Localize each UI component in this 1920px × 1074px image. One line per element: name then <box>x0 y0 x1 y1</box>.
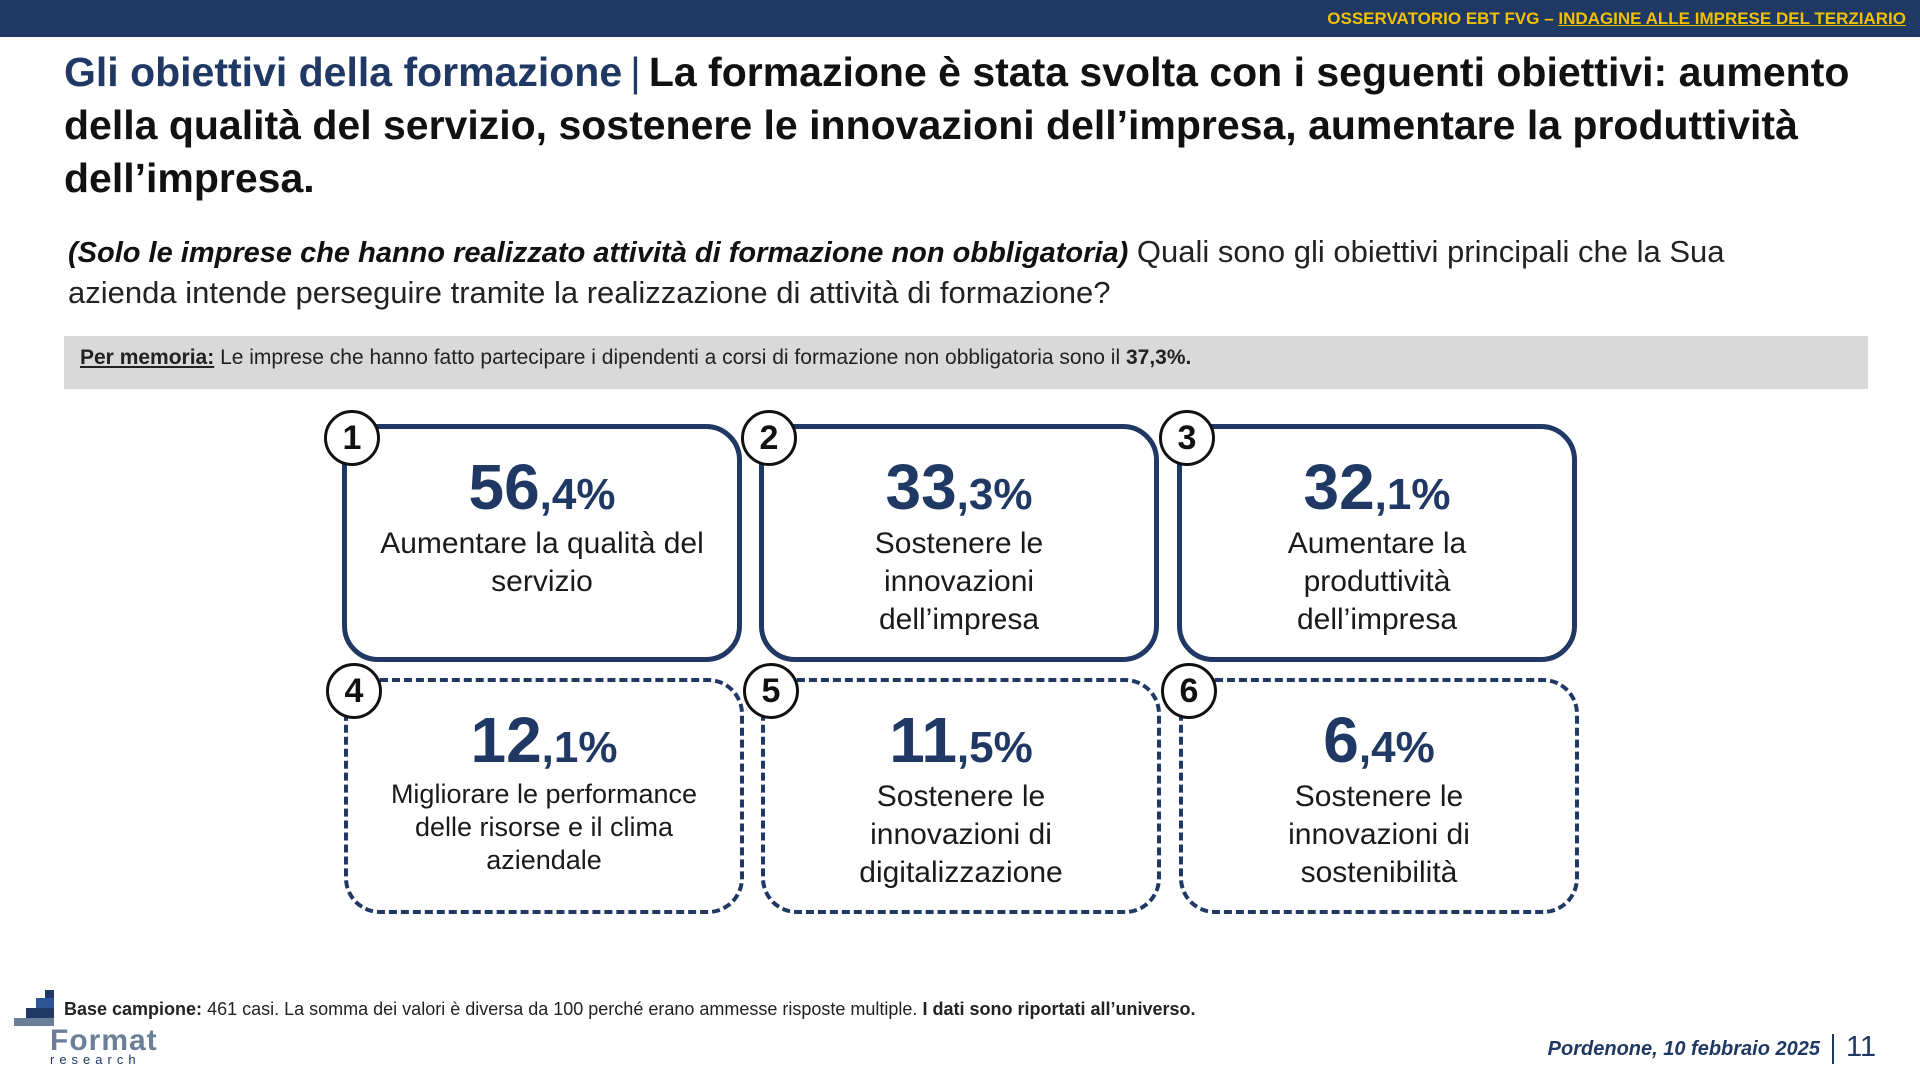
memo-bar: Per memoria: Le imprese che hanno fatto … <box>64 336 1868 389</box>
banner-org: OSSERVATORIO EBT FVG – <box>1327 9 1554 28</box>
question-text: Quali sono gli obiettivi principali che … <box>68 234 1725 310</box>
objective-label: Sostenere le innovazioni di digitalizzaz… <box>859 780 1063 889</box>
percentage-integer: 6 <box>1323 704 1359 776</box>
rank-badge-4: 4 <box>326 663 382 719</box>
rank-badge-6: 6 <box>1161 663 1217 719</box>
objective-label: Aumentare la produttività dell’impresa <box>1287 527 1467 636</box>
percentage-decimal: ,4% <box>539 470 616 519</box>
rank-badge-2: 2 <box>741 410 797 466</box>
objective-label: Migliorare le performance delle risorse … <box>390 779 698 875</box>
objective-card-5: 11,5% Sostenere le innovazioni di digita… <box>761 678 1161 914</box>
objective-card-6: 6,4% Sostenere le innovazioni di sosteni… <box>1179 678 1579 914</box>
slide-title: Gli obiettivi della formazione | La formaz… <box>64 46 1904 205</box>
base-label: Base campione: <box>64 999 203 1019</box>
objective-card-2: 33,3% Sostenere le innovazioni dell’impr… <box>759 424 1159 662</box>
objective-label: Sostenere le innovazioni dell’impresa <box>874 527 1044 636</box>
objective-percentage: 32,1% <box>1182 455 1572 519</box>
page-number: 11 <box>1846 1031 1877 1063</box>
rank-badge-3: 3 <box>1159 410 1215 466</box>
banner-survey-link[interactable]: INDAGINE ALLE IMPRESE DEL TERZIARIO <box>1558 9 1906 28</box>
logo-subtitle: research <box>50 1052 141 1067</box>
title-separator: | <box>630 49 641 95</box>
format-research-logo: Format research <box>14 990 184 1067</box>
memo-label: Per memoria: <box>80 346 215 369</box>
percentage-integer: 32 <box>1303 451 1375 523</box>
title-lead: Gli obiettivi della formazione <box>64 49 623 95</box>
logo-brand: Format <box>50 1024 158 1057</box>
base-text: 461 casi. La somma dei valori è diversa … <box>207 999 918 1019</box>
objective-percentage: 33,3% <box>764 455 1154 519</box>
objective-percentage: 11,5% <box>765 708 1157 772</box>
objective-card-3: 32,1% Aumentare la produttività dell’imp… <box>1177 424 1577 662</box>
survey-question: (Solo le imprese che hanno realizzato at… <box>68 232 1828 313</box>
rank-badge-1: 1 <box>324 410 380 466</box>
top-banner: OSSERVATORIO EBT FVG – INDAGINE ALLE IMP… <box>0 0 1920 37</box>
objective-card-4: 12,1% Migliorare le performance delle ri… <box>344 678 744 914</box>
objective-percentage: 12,1% <box>348 708 740 772</box>
memo-value: 37,3%. <box>1125 346 1192 369</box>
percentage-integer: 11 <box>889 704 957 776</box>
logo-steps-icon <box>14 990 54 1026</box>
percentage-decimal: ,4% <box>1358 723 1435 772</box>
memo-text: Le imprese che hanno fatto partecipare i… <box>220 346 1121 369</box>
objective-label: Aumentare la qualità del servizio <box>380 527 704 598</box>
percentage-decimal: ,5% <box>956 723 1033 772</box>
question-filter: (Solo le imprese che hanno realizzato at… <box>68 237 1129 269</box>
objective-label: Sostenere le innovazioni di sostenibilit… <box>1288 780 1470 889</box>
rank-badge-5: 5 <box>743 663 799 719</box>
percentage-integer: 33 <box>885 451 957 523</box>
page-separator <box>1832 1034 1834 1064</box>
objective-percentage: 56,4% <box>347 455 737 519</box>
banner-text: OSSERVATORIO EBT FVG – INDAGINE ALLE IMP… <box>1327 9 1906 29</box>
objective-card-1: 56,4% Aumentare la qualità del servizio <box>342 424 742 662</box>
percentage-integer: 56 <box>468 451 540 523</box>
title-text: La formazione è stata svolta con i segue… <box>64 49 1850 201</box>
base-bold-note: I dati sono riportati all’universo. <box>922 999 1196 1019</box>
objective-percentage: 6,4% <box>1183 708 1575 772</box>
percentage-decimal: ,1% <box>1374 470 1451 519</box>
slide-date: Pordenone, 10 febbraio 2025 <box>1547 1038 1820 1060</box>
percentage-decimal: ,1% <box>541 723 618 772</box>
percentage-decimal: ,3% <box>956 470 1033 519</box>
percentage-integer: 12 <box>470 704 542 776</box>
sample-base-note: Base campione: 461 casi. La somma dei va… <box>64 999 1196 1020</box>
